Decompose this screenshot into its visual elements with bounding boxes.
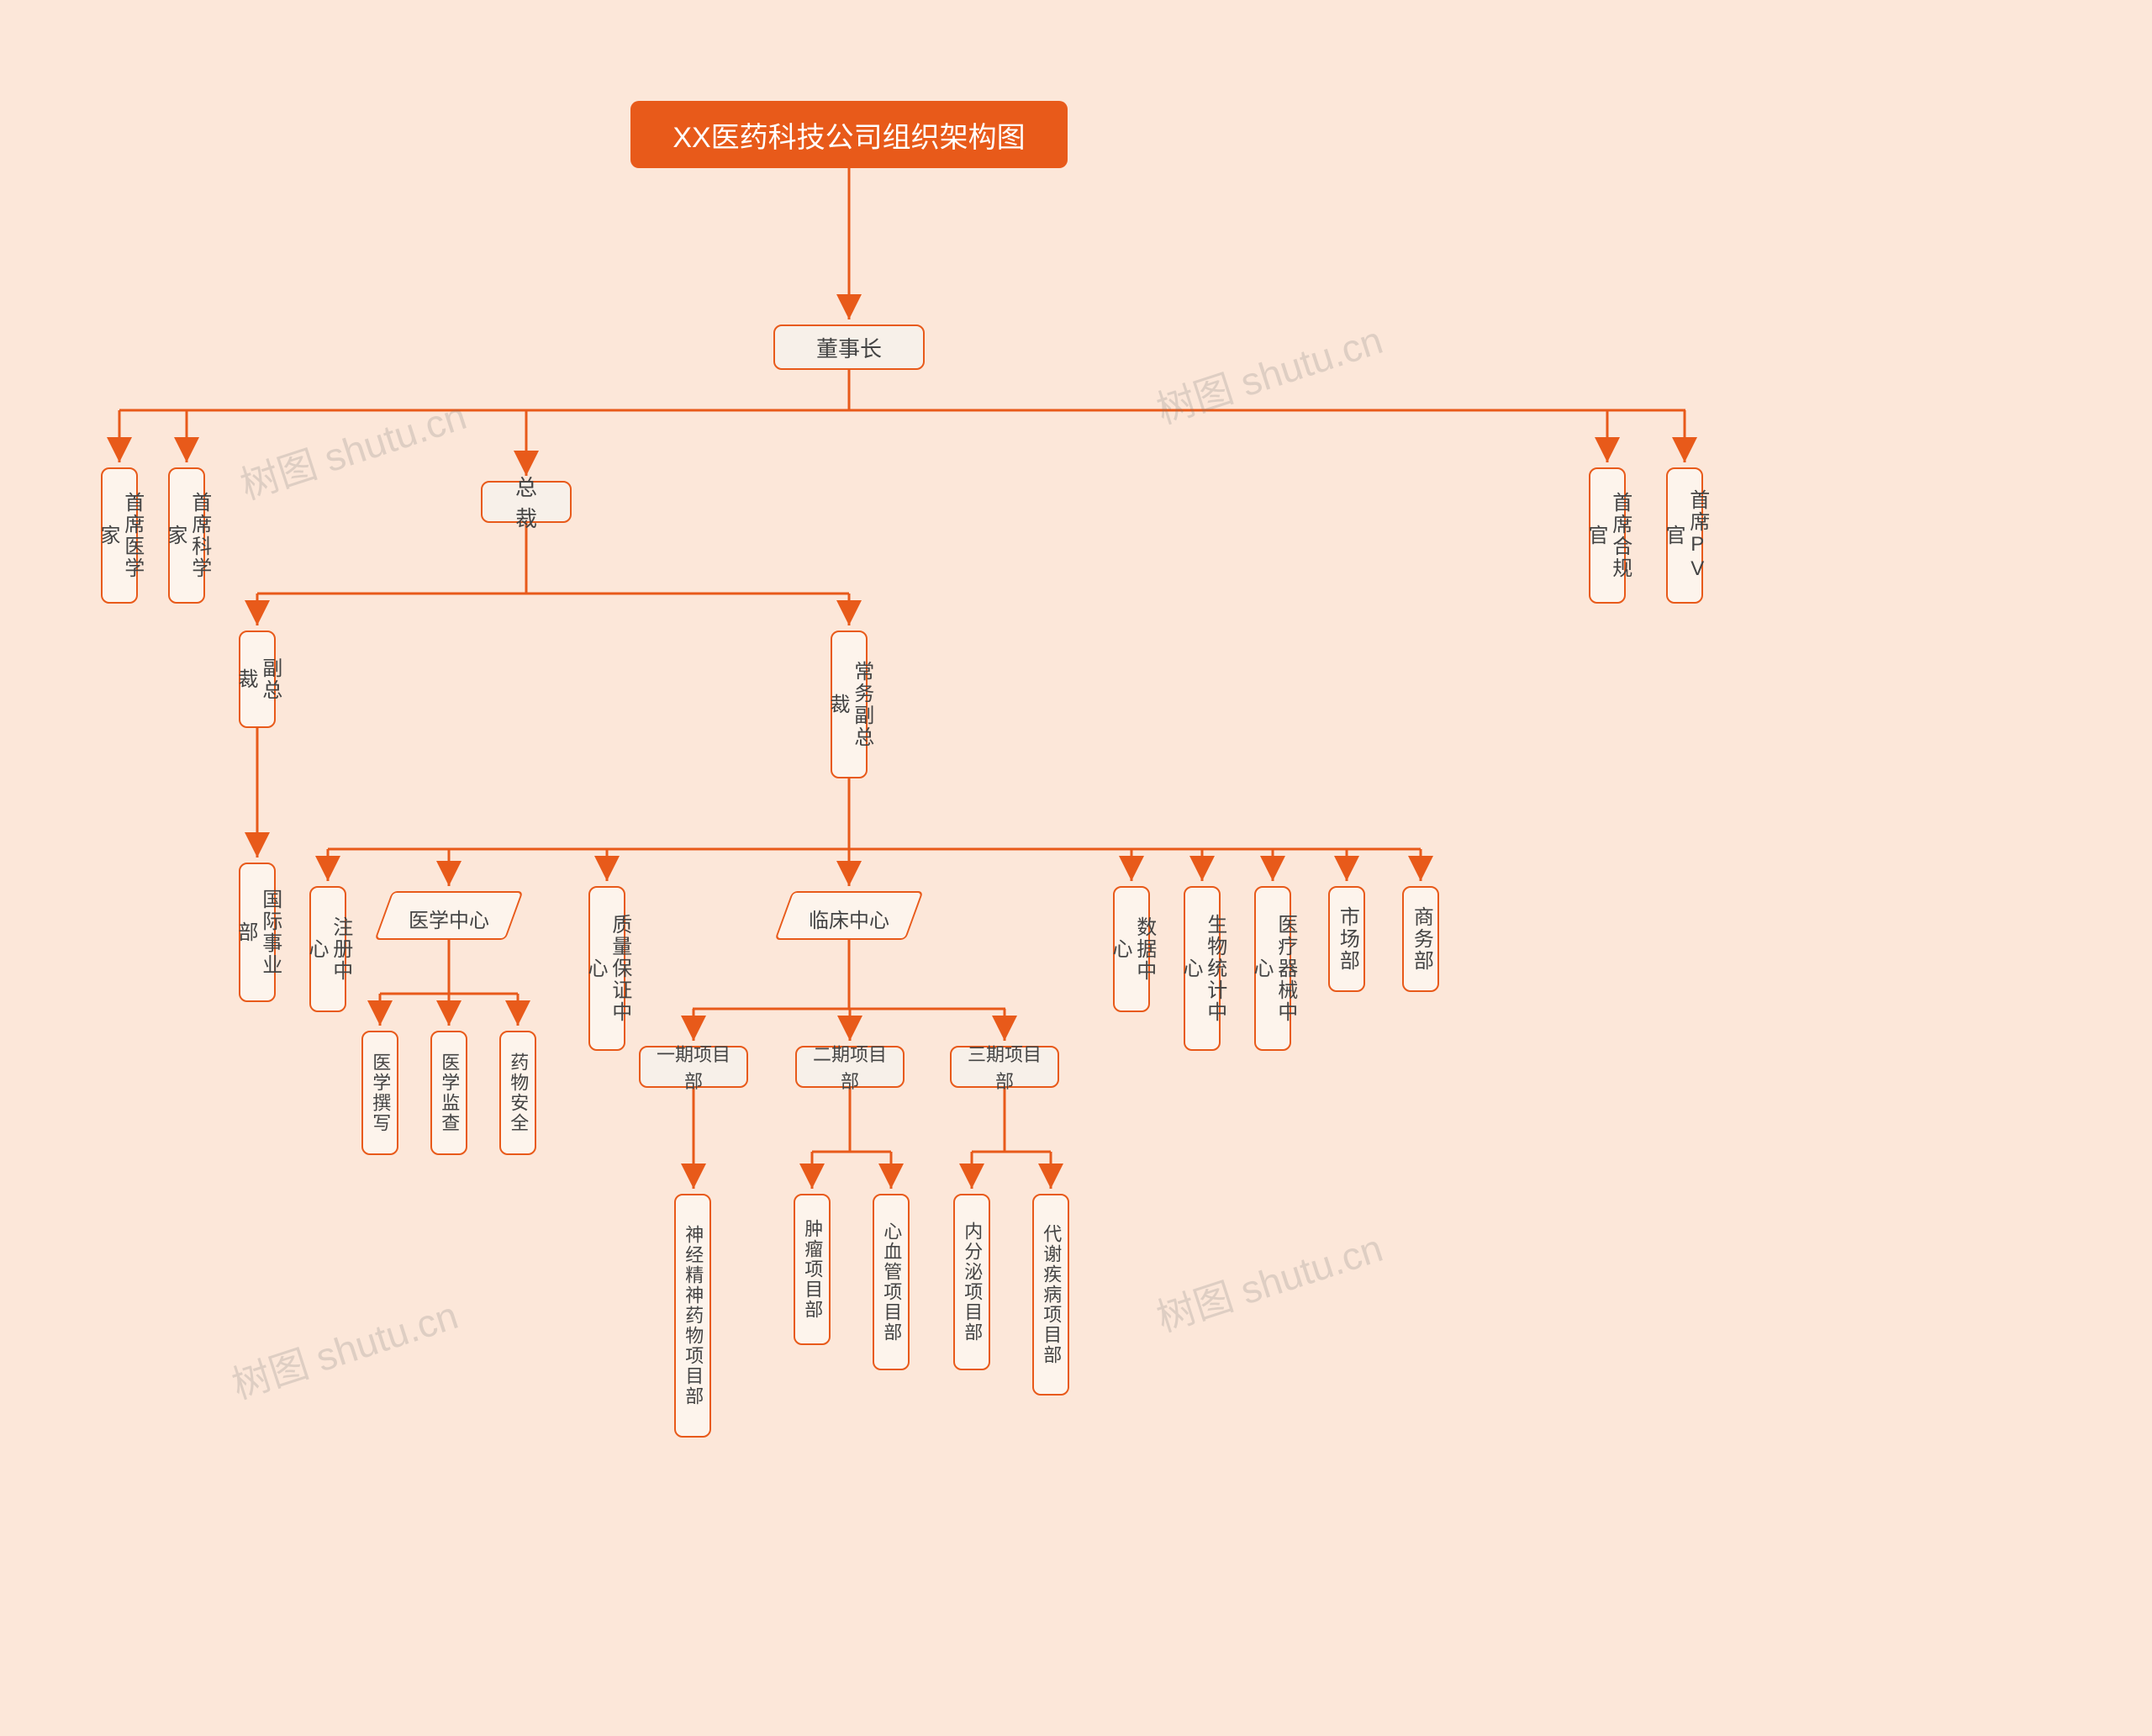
watermark: 树图 shutu.cn bbox=[1149, 1218, 1389, 1343]
node-evp: 常务副总裁 bbox=[831, 631, 868, 778]
node-vp: 副总裁 bbox=[239, 631, 276, 728]
node-reg: 注册中心 bbox=[309, 886, 346, 1012]
node-bios: 生物统计中心 bbox=[1184, 886, 1221, 1051]
node-cso: 首席科学家 bbox=[168, 467, 205, 604]
node-ds: 药物安全 bbox=[499, 1031, 536, 1155]
node-p1: 一期项目部 bbox=[639, 1046, 748, 1088]
node-p2: 二期项目部 bbox=[795, 1046, 905, 1088]
node-intl: 国际事业部 bbox=[239, 863, 276, 1002]
node-cpvo: 首席PV官 bbox=[1666, 467, 1703, 604]
watermark: 树图 shutu.cn bbox=[224, 1285, 464, 1411]
node-mm: 医学监查 bbox=[430, 1031, 467, 1155]
node-mw: 医学撰写 bbox=[361, 1031, 398, 1155]
node-onc: 肿瘤项目部 bbox=[794, 1194, 831, 1345]
node-cmo: 首席医学家 bbox=[101, 467, 138, 604]
node-endo: 内分泌项目部 bbox=[953, 1194, 990, 1370]
node-neuro: 神经精神药物项目部 bbox=[674, 1194, 711, 1438]
node-p3: 三期项目部 bbox=[950, 1046, 1059, 1088]
node-qa: 质量保证中心 bbox=[588, 886, 625, 1051]
node-biz: 商务部 bbox=[1402, 886, 1439, 992]
watermark: 树图 shutu.cn bbox=[233, 386, 472, 511]
node-cco: 首席合规官 bbox=[1589, 467, 1626, 604]
node-medd: 医疗器械中心 bbox=[1254, 886, 1291, 1051]
label-med: 医学中心 bbox=[383, 904, 514, 933]
node-mkt: 市场部 bbox=[1328, 886, 1365, 992]
node-pres: 总裁 bbox=[481, 481, 572, 523]
node-cv: 心血管项目部 bbox=[873, 1194, 910, 1370]
label-clin: 临床中心 bbox=[783, 904, 915, 933]
connector-layer bbox=[0, 0, 2152, 1736]
node-data: 数据中心 bbox=[1113, 886, 1150, 1012]
node-meta: 代谢疾病项目部 bbox=[1032, 1194, 1069, 1396]
node-chairman: 董事长 bbox=[773, 325, 925, 370]
root-title: XX医药科技公司组织架构图 bbox=[630, 101, 1068, 168]
watermark: 树图 shutu.cn bbox=[1149, 310, 1389, 435]
